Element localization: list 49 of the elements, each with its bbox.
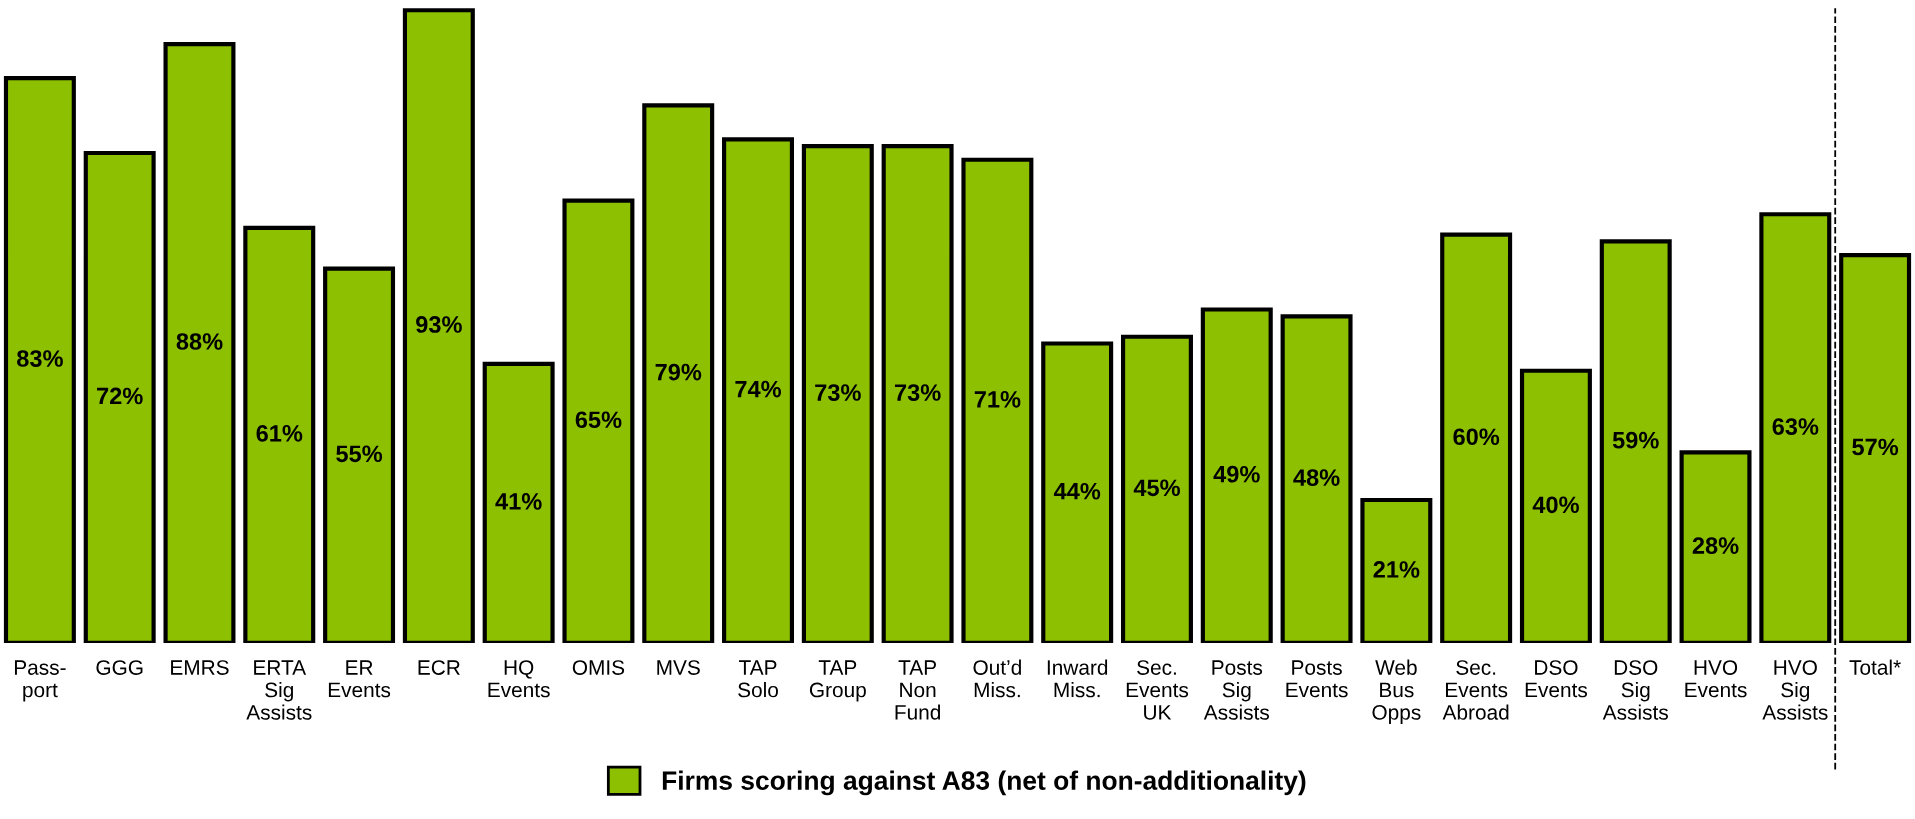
x-tick-label: HQ Events bbox=[488, 660, 550, 698]
x-tick-label: TAP Group bbox=[809, 660, 866, 702]
data-label: 44% bbox=[1053, 482, 1101, 500]
data-label: 60% bbox=[1453, 428, 1500, 446]
data-label: 55% bbox=[336, 445, 383, 463]
data-label: 61% bbox=[256, 424, 303, 442]
x-tick-label: Total* bbox=[1849, 659, 1901, 675]
x-tick-label: DSO Events bbox=[1525, 660, 1588, 698]
x-tick-label: TAP Solo bbox=[738, 660, 778, 698]
data-label: 79% bbox=[655, 363, 702, 381]
x-tick-label: HVO Events bbox=[1685, 660, 1747, 698]
data-label: 71% bbox=[974, 391, 1021, 408]
data-label: 83% bbox=[17, 350, 63, 367]
data-label: 88% bbox=[176, 333, 223, 350]
x-tick-label: OMIS bbox=[572, 660, 625, 675]
data-label: 41% bbox=[495, 493, 542, 510]
x-tick-label: TAP Non Fund bbox=[895, 660, 941, 720]
x-tick-label: ECR bbox=[418, 660, 460, 675]
data-label: 93% bbox=[416, 316, 462, 333]
data-label: 28% bbox=[1692, 537, 1739, 554]
x-tick-label: GGG bbox=[96, 660, 143, 675]
data-label: 40% bbox=[1532, 496, 1579, 514]
data-label: 57% bbox=[1852, 438, 1899, 456]
x-tick-label: ER Events bbox=[328, 660, 391, 698]
data-label: 65% bbox=[575, 411, 622, 429]
data-label: 59% bbox=[1612, 431, 1659, 449]
x-tick-label: Pass- port bbox=[14, 660, 66, 702]
data-label: 72% bbox=[97, 387, 143, 405]
data-label: 74% bbox=[735, 380, 782, 398]
data-label: 21% bbox=[1373, 561, 1420, 578]
legend-label: Firms scoring against A83 (net of non-additionality) bbox=[662, 770, 1306, 796]
x-tick-label: Posts Events bbox=[1286, 660, 1348, 698]
data-label: 73% bbox=[894, 384, 941, 401]
x-tick-label: Web Bus Opps bbox=[1372, 659, 1421, 724]
data-label: 48% bbox=[1293, 469, 1340, 486]
data-label: 63% bbox=[1772, 418, 1819, 435]
x-tick-label: Posts Sig Assists bbox=[1203, 660, 1270, 720]
x-tick-label: Sec. Events Abroad bbox=[1442, 660, 1509, 720]
x-tick-label: MVS bbox=[657, 660, 700, 675]
x-tick-label: EMRS bbox=[171, 660, 229, 675]
x-tick-label: ERTA Sig Assists bbox=[246, 660, 312, 720]
x-tick-label: DSO Sig Assists bbox=[1602, 660, 1668, 720]
data-label: 49% bbox=[1213, 465, 1260, 483]
x-tick-label: Out’d Miss. bbox=[973, 659, 1021, 698]
data-label: 45% bbox=[1133, 479, 1180, 497]
data-label: 73% bbox=[815, 384, 861, 401]
x-tick-label: Inward Miss. bbox=[1047, 659, 1108, 698]
x-tick-label: HVO Sig Assists bbox=[1762, 660, 1828, 720]
x-tick-label: Sec. Events UK bbox=[1126, 660, 1189, 720]
